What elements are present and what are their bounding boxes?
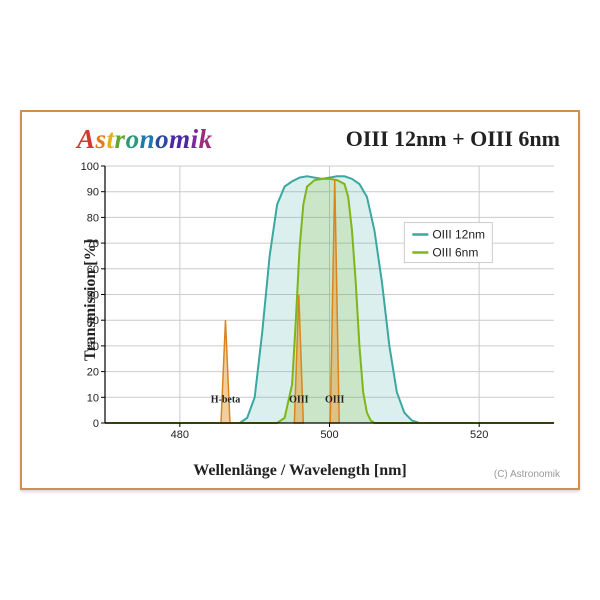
svg-text:100: 100 xyxy=(81,162,99,173)
copyright-text: (C) Astronomik xyxy=(494,469,560,480)
svg-text:520: 520 xyxy=(470,429,488,441)
svg-text:480: 480 xyxy=(171,429,189,441)
emission-peak-label-1: OIII xyxy=(289,394,309,405)
plot-svg: H-beta OIII OIII 0 10 20 30 40 50 60 70 80 90 100 480 5… xyxy=(77,162,560,443)
svg-text:60: 60 xyxy=(87,264,99,276)
plot-area: H-beta OIII OIII 0 10 20 30 40 50 60 70 80 90 100 480 5… xyxy=(77,162,560,443)
x-axis-label: Wellenlänge / Wavelength [nm] xyxy=(193,462,406,480)
svg-text:0: 0 xyxy=(93,418,99,430)
svg-text:10: 10 xyxy=(87,392,99,404)
svg-text:80: 80 xyxy=(87,212,99,224)
svg-text:90: 90 xyxy=(87,187,99,199)
series-oiii-6nm-fill xyxy=(105,179,554,423)
svg-text:40: 40 xyxy=(87,315,99,327)
svg-text:500: 500 xyxy=(320,429,338,441)
chart-frame: Astronomik OIII 12nm + OIII 6nm Transmis… xyxy=(20,110,580,490)
svg-text:30: 30 xyxy=(87,341,99,353)
svg-text:50: 50 xyxy=(87,290,99,302)
legend-label-1: OIII 6nm xyxy=(432,246,478,260)
svg-text:70: 70 xyxy=(87,238,99,250)
svg-text:20: 20 xyxy=(87,367,99,379)
chart-title: OIII 12nm + OIII 6nm xyxy=(346,126,560,152)
brand-logo: Astronomik xyxy=(77,124,213,155)
legend-label-0: OIII 12nm xyxy=(432,228,485,242)
emission-peak-label-2: OIII xyxy=(325,394,345,405)
emission-peak-label-0: H-beta xyxy=(211,394,240,405)
